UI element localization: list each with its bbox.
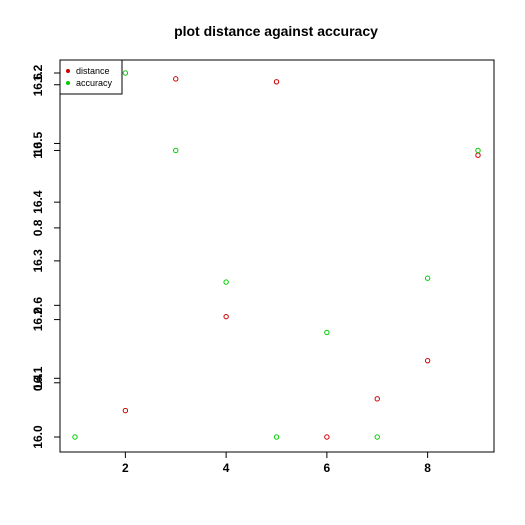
plot-area-frame — [59, 59, 495, 453]
y-axis: 16.0 16.1 16.2 16.3 16.4 16.5 16.6 0.4 0.6 0.8 1.0… — [31, 64, 60, 449]
point-distance — [374, 396, 380, 402]
point-accuracy — [324, 329, 330, 336]
legend-marker-distance — [66, 69, 70, 73]
point-distance — [324, 434, 330, 440]
point-accuracy — [273, 434, 280, 440]
point-accuracy — [173, 147, 179, 154]
chart-title: plot distance against accuracy — [174, 23, 378, 39]
point-distance — [223, 313, 229, 320]
legend-label-accuracy: accuracy — [76, 78, 113, 88]
y-tick-label-secondary: 1.2 — [31, 64, 45, 81]
data-points — [72, 70, 481, 440]
y-tick-label-primary: 16.2 — [31, 308, 45, 332]
y-tick-label-secondary: 0.8 — [31, 219, 45, 236]
legend-box — [59, 59, 123, 95]
point-accuracy — [374, 434, 380, 440]
y-tick-label-primary: 16.1 — [31, 366, 45, 390]
point-distance — [122, 407, 129, 414]
legend: distance accuracy — [59, 59, 123, 95]
point-accuracy — [424, 275, 431, 281]
point-distance — [424, 357, 431, 364]
point-accuracy — [72, 434, 78, 440]
point-distance — [173, 76, 179, 82]
point-accuracy — [122, 70, 129, 76]
point-distance — [273, 79, 280, 85]
x-tick-label: 4 — [223, 461, 230, 475]
y-tick-label-primary: 16.5 — [31, 131, 45, 155]
x-tick-label: 8 — [424, 461, 431, 475]
point-accuracy — [223, 279, 229, 285]
x-axis: 2 4 6 8 — [122, 452, 431, 475]
y-tick-label-secondary: 0.4 — [31, 374, 45, 391]
y-tick-label-primary: 16.0 — [31, 425, 45, 449]
y-tick-label-secondary: 0.6 — [31, 297, 45, 314]
y-tick-label-primary: 16.6 — [31, 73, 45, 97]
y-tick-label-secondary: 1.0 — [31, 142, 45, 159]
legend-marker-accuracy — [66, 81, 70, 85]
x-tick-label: 6 — [324, 461, 331, 475]
point-accuracy — [475, 147, 481, 154]
y-tick-label-primary: 16.4 — [31, 190, 45, 214]
legend-label-distance: distance — [76, 66, 110, 76]
x-tick-label: 2 — [122, 461, 129, 475]
y-tick-label-primary: 16.3 — [31, 249, 45, 273]
